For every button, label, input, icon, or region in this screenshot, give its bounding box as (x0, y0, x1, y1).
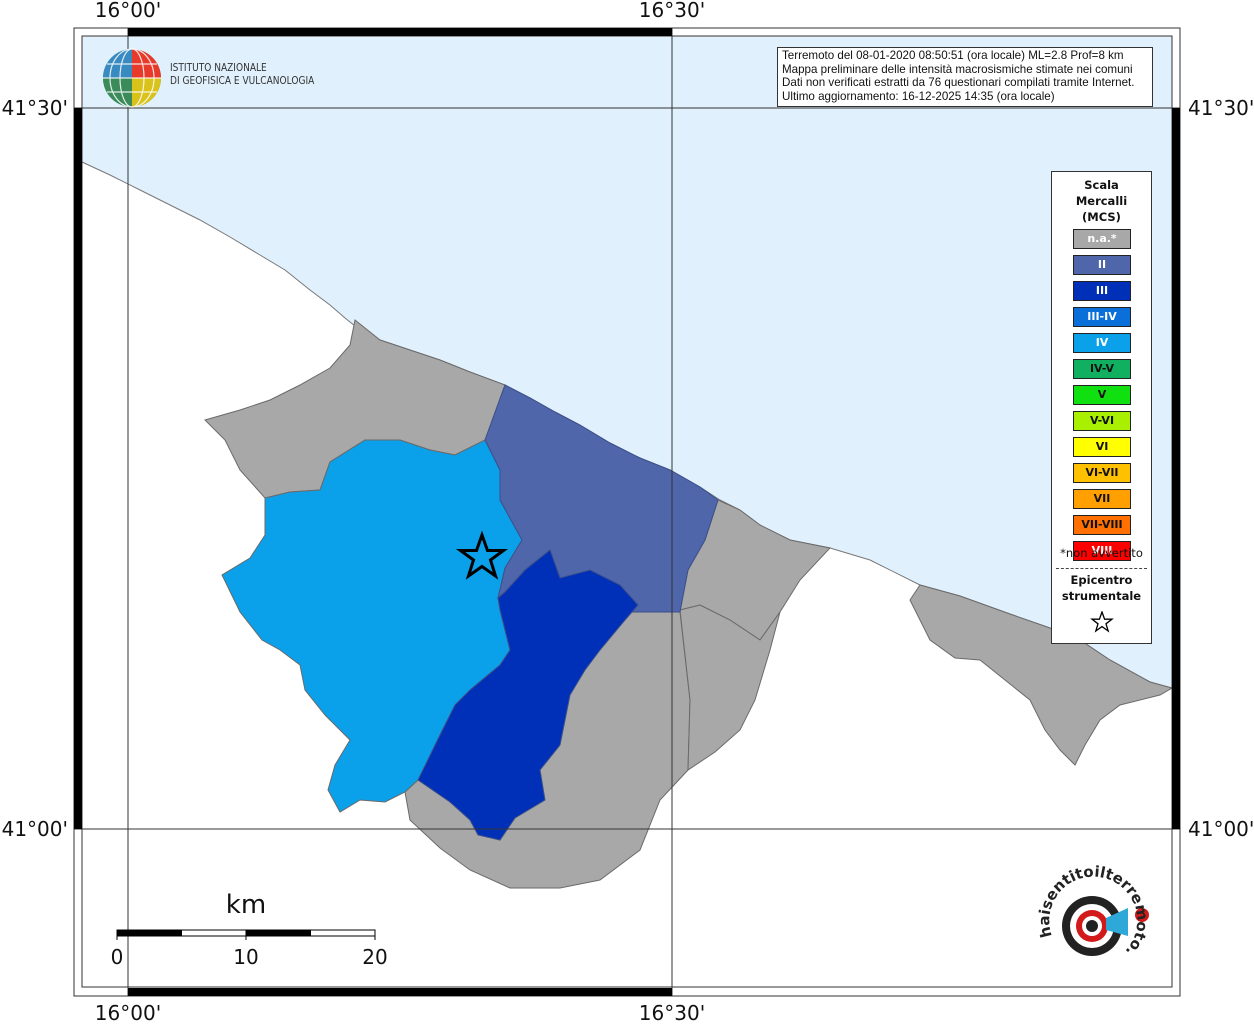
legend-star-icon (1090, 611, 1114, 633)
haisentito-logo-icon: haisentitoilterremoto.it (1030, 858, 1152, 960)
lat-label-right-top: 41°30' (1188, 96, 1254, 120)
event-info-box: Terremoto del 08-01-2020 08:50:51 (ora l… (777, 47, 1153, 107)
legend-items: n.a.* II III III-IV IV IV-V V V-VI VI VI-VII VII VI… (1073, 229, 1131, 567)
ingv-globe-logo-icon (103, 48, 161, 108)
legend-item-vii: VII (1073, 489, 1131, 509)
scale-label-10: 10 (233, 945, 258, 969)
legend-item-ii: II (1073, 255, 1131, 275)
region-na-east-3 (909, 584, 1174, 766)
legend-item-iii-iv: III-IV (1073, 307, 1131, 327)
legend-note: *non avvertito (1060, 546, 1143, 560)
lat-label-left-bottom: 41°00' (2, 817, 68, 841)
event-info-line4: Ultimo aggiornamento: 16-12-2025 14:35 (… (782, 89, 1055, 103)
region-na-east-2 (679, 604, 781, 771)
event-info-line1: Terremoto del 08-01-2020 08:50:51 (ora l… (782, 49, 1124, 62)
lon-label-bottom-left: 16°00' (95, 1001, 161, 1024)
event-info-line2: Mappa preliminare delle intensità macros… (782, 62, 1133, 76)
map-frame (73, 27, 1181, 997)
sea-area (82, 36, 1172, 688)
legend-item-iv-v: IV-V (1073, 359, 1131, 379)
legend-epicenter-label: Epicentro strumentale (1061, 573, 1142, 603)
scale-label-0: 0 (111, 945, 124, 969)
legend-item-iv: IV (1073, 333, 1131, 353)
lon-label-top-left: 16°00' (95, 0, 161, 22)
ingv-name-line2: DI GEOFISICA E VULCANOLOGIA (170, 75, 315, 87)
legend-item-vi: VI (1073, 437, 1131, 457)
mcs-legend: Scala Mercalli (MCS) n.a.* II III III-IV IV I… (1051, 171, 1152, 644)
lat-label-right-bottom: 41°00' (1188, 817, 1254, 841)
scale-bar: km 0 10 20 (111, 890, 388, 969)
ingv-name-line1: ISTITUTO NAZIONALE (170, 62, 267, 74)
lon-label-top-right: 16°30' (639, 0, 705, 22)
legend-item-iii: III (1073, 281, 1131, 301)
scale-unit: km (226, 890, 266, 920)
lon-label-bottom-right: 16°30' (639, 1001, 705, 1024)
legend-item-vii-viii: VII-VIII (1073, 515, 1131, 535)
legend-title: Scala Mercalli (MCS) (1075, 178, 1128, 224)
ingv-name: ISTITUTO NAZIONALE DI GEOFISICA E VULCAN… (170, 62, 314, 88)
legend-item-n-a: n.a.* (1073, 229, 1131, 249)
region-intensity-III (417, 549, 639, 841)
legend-separator (1056, 568, 1147, 569)
legend-item-viii: VIII (1073, 541, 1131, 561)
legend-item-v-vi: V-VI (1073, 411, 1131, 431)
lat-label-left-top: 41°30' (2, 96, 68, 120)
legend-item-vi-vii: VI-VII (1073, 463, 1131, 483)
scale-label-20: 20 (362, 945, 387, 969)
event-info-line3: Dati non verificati estratti da 76 quest… (782, 76, 1135, 90)
graticule (74, 28, 1180, 996)
epicenter-star-icon (455, 530, 509, 580)
legend-item-v: V (1073, 385, 1131, 405)
